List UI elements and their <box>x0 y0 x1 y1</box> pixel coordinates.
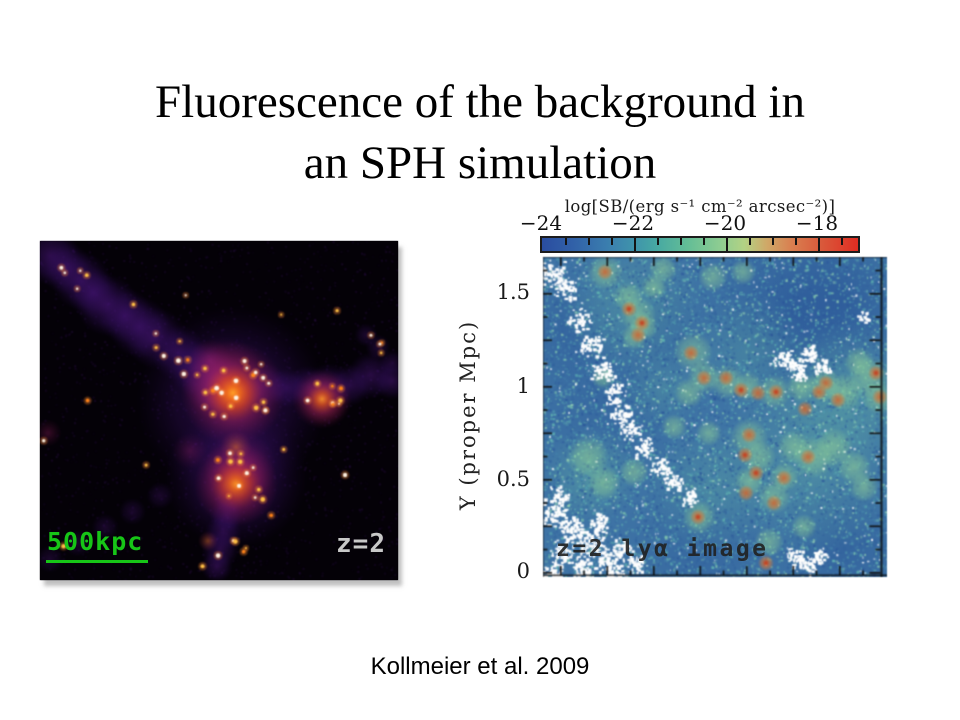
title-line-1: Fluorescence of the background in <box>155 76 805 128</box>
scale-bar-label: 500kpc <box>47 527 144 556</box>
title-line-2: an SPH simulation <box>303 137 657 189</box>
y-tick-label: 0.5 <box>496 467 530 491</box>
y-tick-label: 0 <box>516 559 530 583</box>
lya-map-figure <box>543 257 887 577</box>
colorbar-tick-label: −20 <box>703 211 747 235</box>
colorbar-tick-label: −24 <box>519 211 563 235</box>
scale-bar <box>46 560 148 563</box>
colorbar-tick-label: −22 <box>611 211 655 235</box>
y-tick-label: 1 <box>516 374 530 398</box>
sph-simulation-figure: 500kpc z=2 <box>40 241 398 580</box>
lya-map-image <box>543 257 887 577</box>
map-overlay-label: z=2 lyα image <box>556 536 769 562</box>
slide-title: Fluorescence of the background in an SPH… <box>0 72 960 194</box>
redshift-label: z=2 <box>336 529 386 559</box>
colorbar <box>540 236 860 253</box>
citation: Kollmeier et al. 2009 <box>370 653 590 680</box>
y-tick-label: 1.5 <box>496 280 530 304</box>
sph-simulation-image <box>40 241 398 580</box>
colorbar-title: log[SB/(erg s⁻¹ cm⁻² arcsec⁻²)] <box>564 197 836 216</box>
colorbar-tick-label: −18 <box>795 211 839 235</box>
